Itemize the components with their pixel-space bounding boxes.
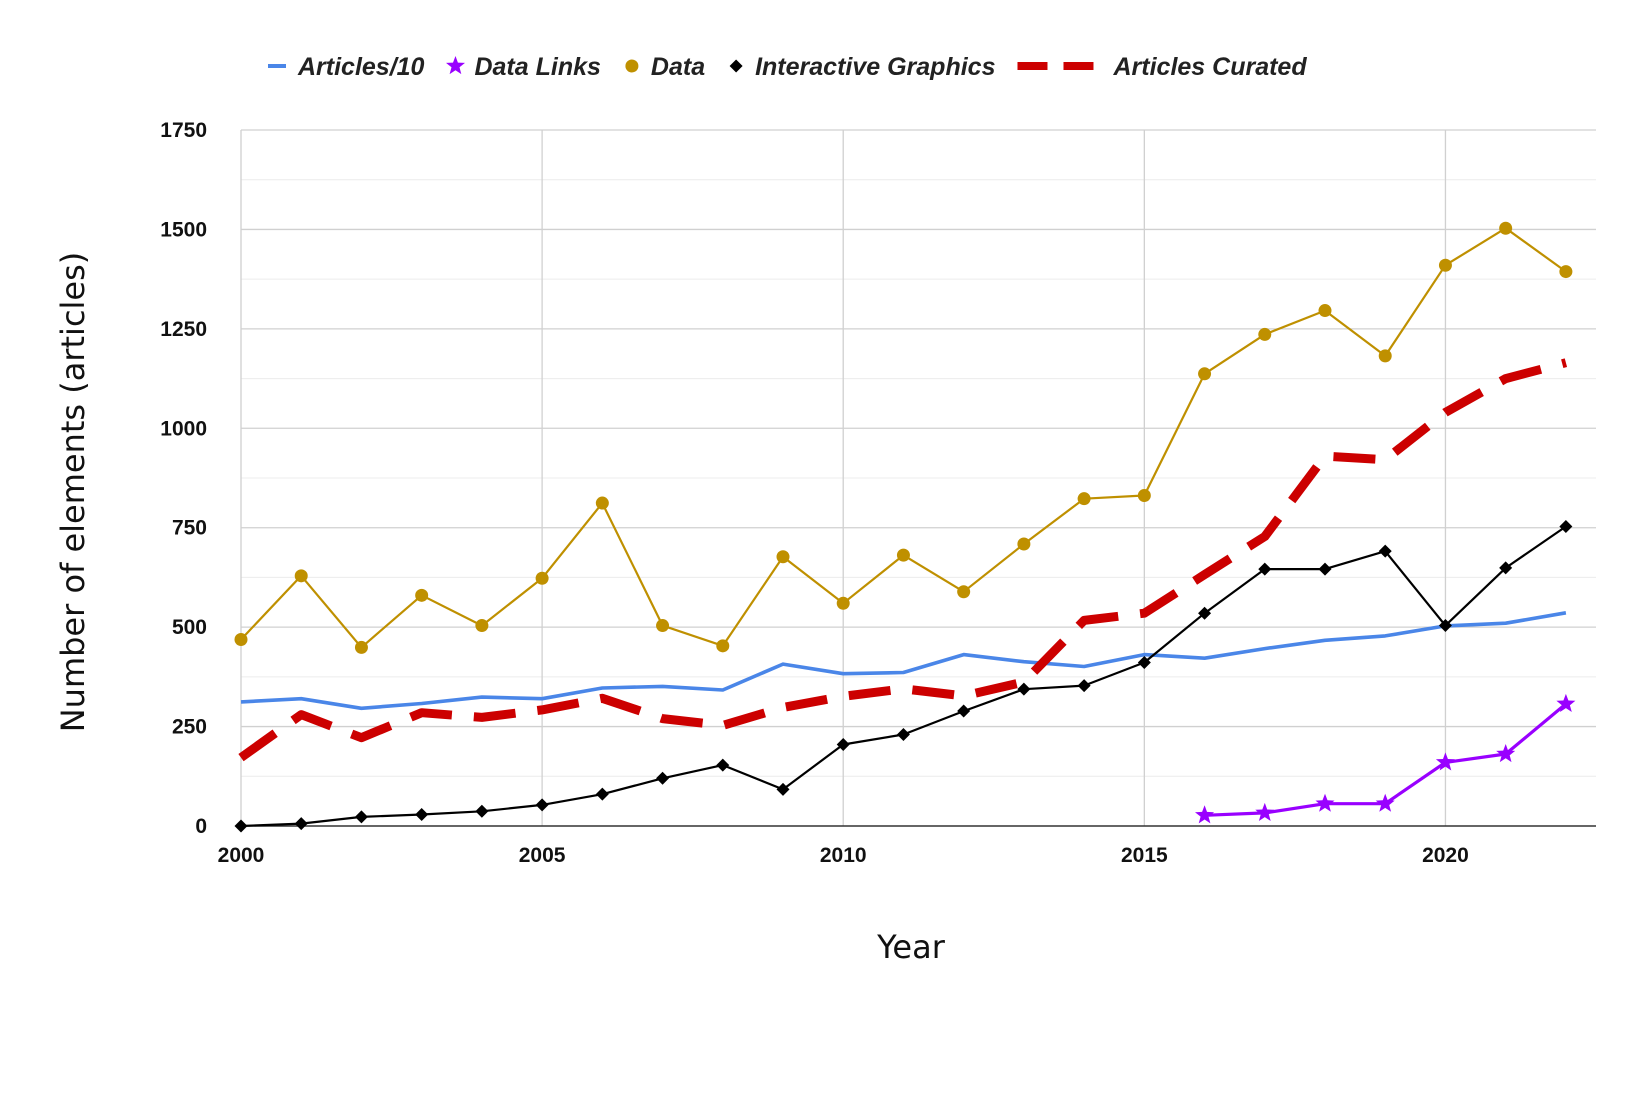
data-point-data-links <box>1255 802 1275 821</box>
data-point-data <box>535 571 549 585</box>
data-point-data <box>1318 304 1332 318</box>
data-point-interactive-graphics <box>896 728 910 742</box>
legend-swatch <box>625 59 639 73</box>
data-point-data <box>1198 367 1212 381</box>
legend-item-articles-10: Articles/10 <box>268 53 425 81</box>
data-point-interactive-graphics <box>1137 656 1151 670</box>
data-point-data <box>656 619 670 633</box>
legend: Articles/10 Data Links Data Interactive Gra… <box>268 53 1307 81</box>
data-point-interactive-graphics <box>656 771 670 785</box>
data-point-interactive-graphics <box>836 737 850 751</box>
data-point-interactive-graphics <box>776 782 790 796</box>
series-line-articles-10 <box>240 611 1567 711</box>
series-line-articles-curated <box>238 358 1568 762</box>
tick-labels: 0 250 500 750 1000 1250 1500 1750 2000 2005 2010 20… <box>160 119 1469 867</box>
data-point-data <box>716 639 730 653</box>
data-point-data-links <box>1195 805 1215 824</box>
y-tick-label: 1500 <box>160 218 207 241</box>
legend-label: Articles/10 <box>297 53 425 81</box>
data-point-interactive-graphics <box>1077 679 1091 693</box>
legend-label: Data Links <box>474 53 601 81</box>
data-point-data <box>836 596 850 610</box>
y-tick-label: 1750 <box>160 119 207 142</box>
data-point-data <box>1258 327 1272 341</box>
data-point-data <box>957 585 971 599</box>
data-point-interactive-graphics <box>535 798 549 812</box>
data-point-data <box>475 619 489 633</box>
data-point-data <box>354 640 368 654</box>
data-point-data <box>294 569 308 583</box>
data-point-interactive-graphics <box>1438 619 1452 633</box>
series-line-interactive-graphics <box>240 525 1567 828</box>
legend-swatch <box>729 59 743 73</box>
data-point-data <box>1499 221 1513 235</box>
data-point-interactive-graphics <box>1258 562 1272 576</box>
data-point-interactive-graphics <box>1017 682 1031 696</box>
data-point-interactive-graphics <box>1559 520 1573 534</box>
data-point-interactive-graphics <box>595 787 609 801</box>
gridlines <box>240 129 1596 826</box>
data-point-interactive-graphics <box>475 804 489 818</box>
y-tick-label: 750 <box>172 517 207 540</box>
data-point-interactive-graphics <box>354 810 368 824</box>
data-point-data-links <box>1435 752 1455 771</box>
legend-item-interactive-graphics: Interactive Graphics <box>729 53 996 81</box>
data-point-interactive-graphics <box>1318 562 1332 576</box>
data-point-data <box>595 496 609 510</box>
data-point-data <box>1137 488 1151 502</box>
series-markers <box>234 221 1576 833</box>
x-tick-label: 2015 <box>1121 844 1168 867</box>
data-point-interactive-graphics <box>1499 561 1513 575</box>
y-tick-label: 500 <box>172 616 207 639</box>
data-point-data <box>1438 258 1452 272</box>
data-point-interactive-graphics <box>1378 544 1392 558</box>
x-tick-label: 2000 <box>218 844 265 867</box>
series-line-data <box>240 227 1567 649</box>
x-tick-label: 2010 <box>820 844 867 867</box>
x-tick-label: 2005 <box>519 844 566 867</box>
data-point-data-links <box>1556 693 1576 712</box>
data-point-data <box>1077 492 1091 506</box>
data-point-data-links <box>1375 793 1395 812</box>
data-point-data <box>776 550 790 564</box>
data-point-data <box>415 588 429 602</box>
data-point-data <box>896 548 910 562</box>
x-tick-label: 2020 <box>1422 844 1469 867</box>
data-point-interactive-graphics <box>957 704 971 718</box>
data-point-interactive-graphics <box>294 817 308 831</box>
data-point-interactive-graphics <box>1198 606 1212 620</box>
legend-item-articles-curated: Articles Curated <box>1017 53 1307 81</box>
legend-item-data: Data <box>625 53 705 81</box>
data-point-data <box>234 632 248 646</box>
data-point-interactive-graphics <box>234 819 248 833</box>
y-tick-label: 250 <box>172 716 207 739</box>
legend-label: Articles Curated <box>1112 53 1307 81</box>
data-point-interactive-graphics <box>415 807 429 821</box>
legend-item-data-links: Data Links <box>446 53 601 81</box>
legend-label: Data <box>651 53 705 81</box>
data-point-data <box>1017 537 1031 551</box>
y-tick-label: 1250 <box>160 318 207 341</box>
data-point-data-links <box>1315 793 1335 812</box>
legend-label: Interactive Graphics <box>755 53 995 81</box>
data-point-data-links <box>1496 744 1516 763</box>
legend-swatch <box>446 56 465 75</box>
y-tick-label: 1000 <box>160 417 207 440</box>
data-point-interactive-graphics <box>716 758 730 772</box>
data-point-data <box>1559 265 1573 279</box>
y-axis-title: Number of elements (articles) <box>54 252 92 733</box>
y-tick-label: 0 <box>195 815 207 838</box>
x-axis-title: Year <box>876 928 946 966</box>
data-point-data <box>1378 349 1392 363</box>
